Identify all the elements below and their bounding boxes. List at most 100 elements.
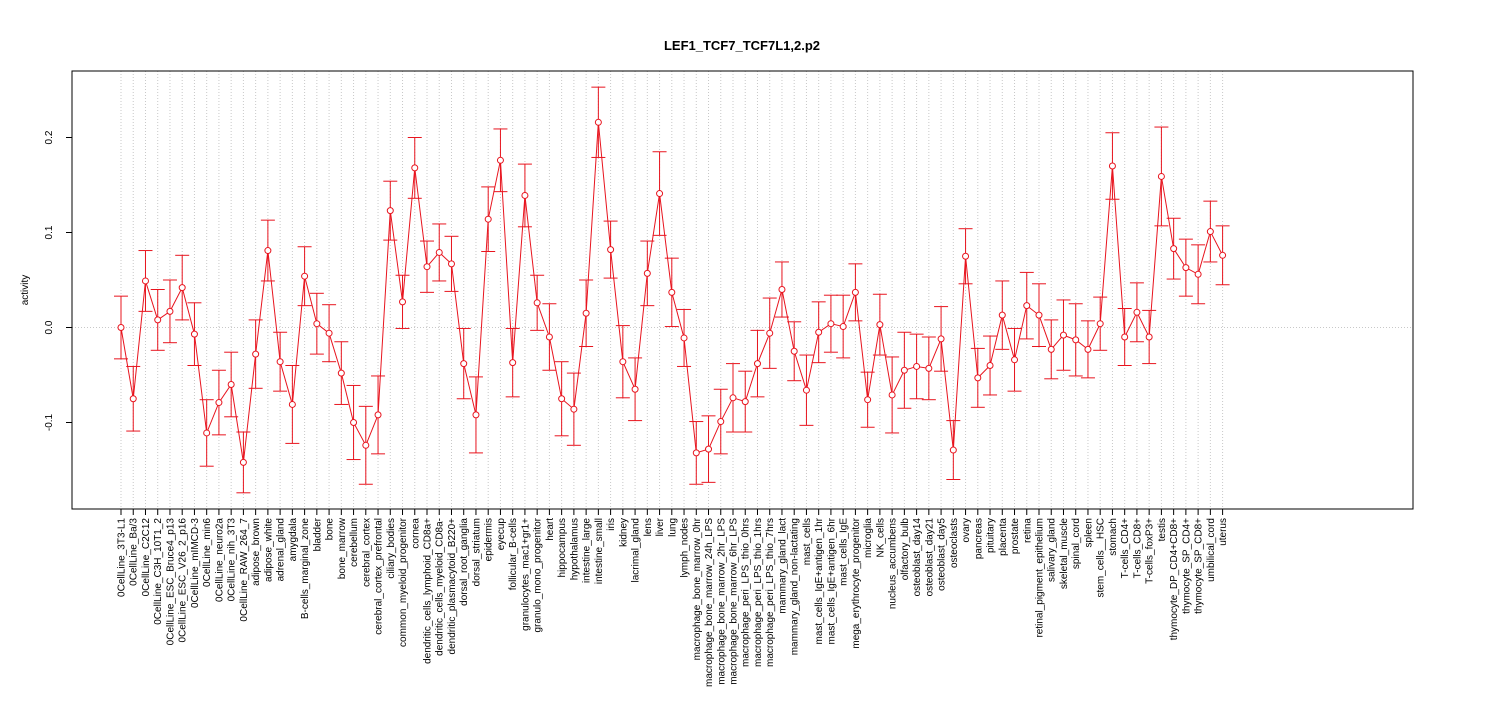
x-tick-label: nucleus_accumbens: [888, 518, 899, 609]
x-tick-label: liver: [655, 517, 666, 536]
x-tick-label: 0CellLine_RAW_264_7: [239, 518, 250, 622]
x-tick-label: cerebral_cortex_prefrontal: [374, 518, 385, 635]
data-point: [411, 164, 419, 172]
data-point: [129, 395, 137, 403]
data-point: [705, 445, 713, 453]
y-axis-label: activity: [20, 275, 31, 306]
x-tick-label: skeletal_muscle: [1059, 518, 1070, 590]
x-tick-label: dorsal_striatum: [471, 518, 482, 586]
x-tick-label: hypothalamus: [569, 518, 580, 580]
x-tick-label: 0CellLine_ESC_V26_2_p16: [178, 518, 189, 643]
chart-title: LEF1_TCF7_TCF7L1,2.p2: [664, 38, 820, 53]
data-point: [680, 334, 688, 342]
x-tick-label: intestine_small: [594, 518, 605, 584]
x-tick-label: granulocytes_mac1+gr1+: [520, 518, 531, 631]
data-point: [815, 328, 823, 336]
x-tick-label: prostate: [1010, 518, 1021, 555]
data-point: [472, 411, 480, 419]
data-point: [692, 449, 700, 457]
x-tick-label: osteoblast_day21: [924, 518, 935, 597]
x-tick-label: adipose_white: [263, 518, 274, 582]
x-tick-label: placenta: [998, 518, 1009, 556]
x-tick-label: thymocyte_SP_CD4+: [1181, 518, 1192, 614]
data-point: [496, 156, 504, 164]
data-point: [570, 405, 578, 413]
x-tick-label: mast_cells_IgE+antigen_1hr: [814, 517, 825, 644]
y-axis: -0.1 0.0 0.1 0.2: [44, 130, 72, 431]
data-point: [729, 394, 737, 402]
x-tick-label: pituitary: [986, 518, 997, 553]
x-tick-label: testis: [1157, 518, 1168, 541]
data-point: [1219, 251, 1227, 259]
data-point: [925, 364, 933, 372]
data-point: [509, 359, 517, 367]
data-point: [1194, 270, 1202, 278]
data-point: [190, 330, 198, 338]
data-point: [668, 288, 676, 296]
data-point: [362, 441, 370, 449]
data-point: [1011, 356, 1019, 364]
x-tick-label: dendritic_cells_lymphoid_CD8a+: [423, 518, 434, 664]
data-point: [1121, 333, 1129, 341]
data-point: [717, 418, 725, 426]
x-tick-label: granulo_mono_progenitor: [533, 517, 544, 632]
data-point: [545, 333, 553, 341]
x-tick-label: stem_cells__HSC: [1096, 518, 1107, 597]
data-point: [998, 311, 1006, 319]
x-tick-label: mammary_gland_lact: [777, 518, 788, 614]
data-point: [607, 246, 615, 254]
x-tick-label: mega_erythrocyte_progenitor: [851, 517, 862, 648]
y-tick-label: -0.1: [44, 413, 55, 431]
x-tick-label: hippocampus: [557, 518, 568, 577]
data-point: [313, 320, 321, 328]
x-tick-label: 0CellLine_3T3-L1: [117, 518, 128, 597]
data-point: [937, 335, 945, 343]
data-point: [276, 358, 284, 366]
x-tick-label: 0CellLine_min6: [202, 518, 213, 587]
data-point: [656, 190, 664, 198]
x-tick-label: cornea: [410, 518, 421, 549]
x-tick-label: adrenal_gland: [276, 518, 287, 581]
data-point: [594, 118, 602, 126]
x-tick-label: NK_cells: [875, 518, 886, 557]
y-tick-label: 0.0: [44, 320, 55, 334]
data-point: [301, 272, 309, 280]
data-point: [558, 395, 566, 403]
x-tick-label: epidermis: [484, 518, 495, 561]
data-point: [435, 248, 443, 256]
data-point: [900, 366, 908, 374]
x-tick-label: heart: [545, 518, 556, 541]
x-tick-label: dorsal_root_ganglia: [459, 518, 470, 606]
data-point: [741, 398, 749, 406]
data-point: [1145, 333, 1153, 341]
x-tick-label: T-cells_CD4+: [1120, 518, 1131, 578]
x-tick-label: bone: [325, 518, 336, 541]
x-tick-label: T-cells_CD8+: [1132, 518, 1143, 578]
x-tick-label: macrophage_peri_LPS_thio_7hrs: [765, 518, 776, 667]
data-point: [1170, 245, 1178, 253]
data-point: [386, 207, 394, 215]
x-tick-label: eyecup: [496, 518, 507, 551]
series-layer: [114, 86, 1230, 494]
x-axis: 0CellLine_3T3-L1 0CellLine_Ba/3 0CellLine_…: [117, 509, 1229, 687]
data-point: [1059, 331, 1067, 339]
y-tick-label: 0.2: [44, 130, 55, 144]
data-point: [619, 358, 627, 366]
data-point: [154, 316, 162, 324]
data-point: [631, 385, 639, 393]
data-point: [778, 286, 786, 293]
x-tick-label: umbilical_cord: [1206, 518, 1217, 582]
x-tick-label: 0CellLine_mIMCD-3: [190, 518, 201, 608]
data-point: [962, 252, 970, 260]
data-point: [582, 309, 590, 317]
x-tick-label: kidney: [618, 518, 629, 547]
x-tick-label: B-cells_marginal_zone: [300, 518, 311, 620]
x-tick-label: mast_cells_IgE: [839, 518, 850, 586]
x-tick-label: 0CellLine_ESC_Bruce4_p13: [165, 518, 176, 646]
x-tick-label: spinal_cord: [1071, 518, 1082, 569]
data-point: [203, 429, 211, 437]
x-tick-label: T-cells_foxP3+: [1145, 518, 1156, 584]
data-point: [851, 288, 859, 296]
data-point: [1023, 302, 1031, 310]
